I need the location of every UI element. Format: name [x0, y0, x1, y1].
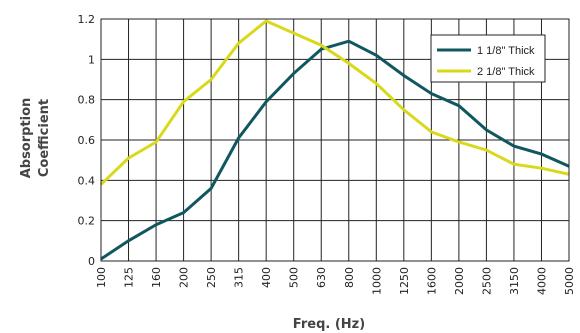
x-tick-label: 200: [178, 267, 191, 288]
x-tick-label: 315: [233, 267, 246, 288]
x-tick-label: 2500: [480, 267, 493, 295]
x-tick-label: 1000: [370, 267, 383, 295]
x-tick-label: 1250: [398, 267, 411, 295]
y-tick-label: 0.6: [78, 134, 96, 147]
x-tick-label: 100: [95, 267, 108, 288]
legend-label-series-1: 1 1/8" Thick: [477, 45, 535, 57]
y-tick-label: 0.8: [78, 94, 96, 107]
series-line-1: [100, 39, 570, 261]
series-layer: [99, 19, 570, 261]
x-tick-label: 500: [288, 267, 301, 288]
legend-label-series-2: 2 1/8" Thick: [477, 66, 535, 78]
x-tick-label: 2000: [453, 267, 466, 295]
x-tick-label: 400: [260, 267, 273, 288]
y-axis-title-line-1: Absorption: [19, 98, 34, 179]
x-axis-title: Freq. (Hz): [293, 317, 365, 332]
y-tick-label: 0: [88, 255, 95, 268]
y-tick-label: 1: [88, 53, 95, 66]
x-tick-label: 630: [315, 267, 328, 288]
x-tick-label: 5000: [563, 267, 576, 295]
plot-frame: [100, 18, 570, 262]
y-tick-label: 0.4: [78, 174, 96, 187]
x-tick-label: 1600: [425, 267, 438, 295]
x-tick-label: 250: [205, 267, 218, 288]
x-tick-label: 160: [150, 267, 163, 288]
tick-labels: 100 125 160 200 250 315 400 500 630 800 1000 1250 16…: [78, 13, 577, 295]
x-tick-label: 3150: [508, 267, 521, 295]
legend: 1 1/8" Thick 2 1/8" Thick: [430, 34, 546, 83]
y-axis-title-line-2: Coefficient: [37, 99, 52, 177]
series-line-2: [99, 19, 570, 186]
x-tick-label: 4000: [535, 267, 548, 295]
y-tick-label: 1.2: [78, 13, 96, 26]
x-tick-label: 125: [123, 267, 136, 288]
legend-box: [430, 34, 546, 83]
y-tick-label: 0.2: [78, 215, 96, 228]
x-tick-label: 800: [343, 267, 356, 288]
